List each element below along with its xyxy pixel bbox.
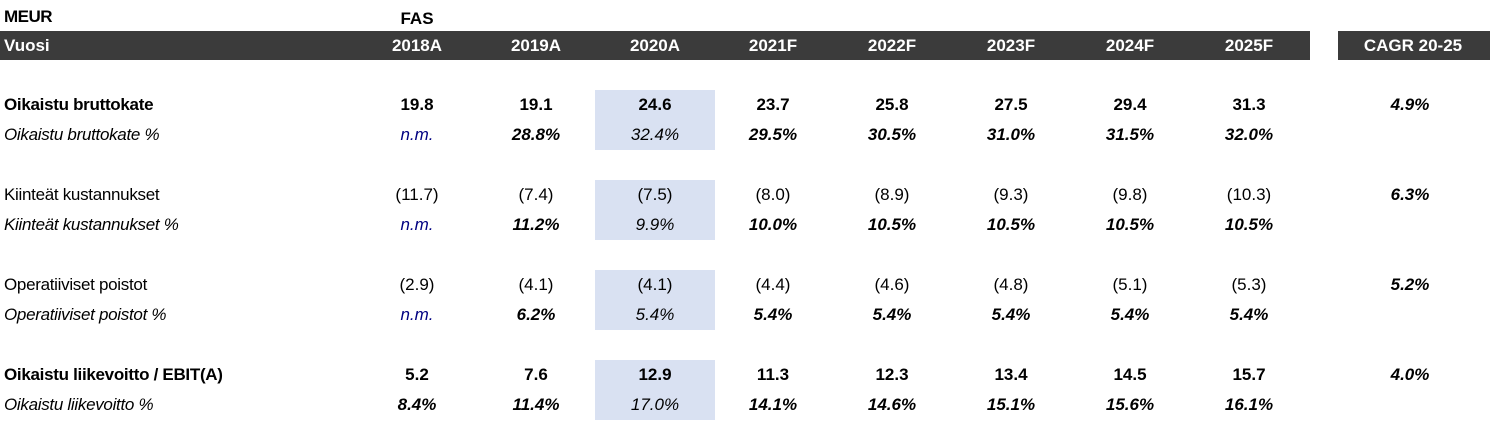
- cell: 5.4%: [753, 305, 793, 324]
- cell: 27.5: [994, 95, 1028, 114]
- cell: (9.3): [993, 185, 1029, 204]
- cagr: 4.0%: [1390, 365, 1430, 384]
- column-header: 2020A: [629, 36, 681, 55]
- cell: 12.9: [638, 365, 672, 384]
- cell: 10.5%: [1105, 215, 1155, 234]
- cell: (4.6): [874, 275, 910, 294]
- cagr-header: CAGR 20-25: [1363, 36, 1463, 55]
- cell: 9.9%: [635, 215, 675, 234]
- cell: 19.1: [519, 95, 553, 114]
- row-label: Operatiiviset poistot %: [4, 305, 167, 324]
- cell: 11.2%: [512, 215, 560, 234]
- cell: 31.0%: [986, 125, 1036, 144]
- cagr: 4.9%: [1390, 95, 1430, 114]
- cell: 11.3: [756, 365, 790, 384]
- cell: (7.4): [518, 185, 554, 204]
- row-label: Oikaistu bruttokate %: [4, 125, 160, 144]
- cell: (10.3): [1226, 185, 1272, 204]
- cell: 5.2: [405, 365, 429, 384]
- cell: 5.4%: [635, 305, 675, 324]
- row-label: Oikaistu liikevoitto / EBIT(A): [4, 365, 223, 384]
- column-header: 2018A: [391, 36, 443, 55]
- column-header: 2022F: [867, 36, 917, 55]
- cell: 25.8: [875, 95, 909, 114]
- cell: 29.5%: [748, 125, 798, 144]
- cell: n.m.: [400, 125, 434, 144]
- cell: n.m.: [400, 305, 434, 324]
- row-label: Kiinteät kustannukset %: [4, 215, 179, 234]
- cell: 12.3: [875, 365, 909, 384]
- cell: 24.6: [638, 95, 672, 114]
- cell: 5.4%: [991, 305, 1031, 324]
- standard: FAS: [400, 9, 434, 28]
- column-header: 2023F: [986, 36, 1036, 55]
- cell: 7.6: [524, 365, 548, 384]
- cell: (7.5): [637, 185, 673, 204]
- highlight: [595, 90, 715, 150]
- highlight: [595, 360, 715, 420]
- cell: 15.6%: [1105, 395, 1155, 414]
- cell: n.m.: [400, 215, 434, 234]
- row-label: Oikaistu liikevoitto %: [4, 395, 154, 414]
- cell: (5.1): [1112, 275, 1148, 294]
- cell: 10.0%: [748, 215, 798, 234]
- highlight: [595, 270, 715, 330]
- header-bar: [0, 31, 1310, 60]
- cell: 10.5%: [986, 215, 1036, 234]
- cell: 13.4: [994, 365, 1028, 384]
- cell: (9.8): [1112, 185, 1148, 204]
- cell: 14.6%: [867, 395, 917, 414]
- cell: 16.1%: [1224, 395, 1274, 414]
- cell: (11.7): [395, 185, 439, 204]
- cell: (2.9): [399, 275, 435, 294]
- cagr: 6.3%: [1390, 185, 1430, 204]
- column-header: 2021F: [748, 36, 798, 55]
- cell: 10.5%: [867, 215, 917, 234]
- column-header: Vuosi: [4, 36, 50, 55]
- cell: 8.4%: [397, 395, 437, 414]
- row-label: Operatiiviset poistot: [4, 275, 147, 294]
- cell: 5.4%: [1110, 305, 1150, 324]
- cell: 19.8: [400, 95, 434, 114]
- cell: 17.0%: [630, 395, 680, 414]
- highlight: [595, 180, 715, 240]
- cell: 14.1%: [748, 395, 798, 414]
- column-header: 2024F: [1105, 36, 1155, 55]
- cell: (5.3): [1231, 275, 1267, 294]
- cell: 10.5%: [1224, 215, 1274, 234]
- row-label: Oikaistu bruttokate: [4, 95, 154, 114]
- cell: (4.4): [755, 275, 791, 294]
- cell: 11.4%: [512, 395, 560, 414]
- cell: 31.3: [1232, 95, 1266, 114]
- cell: 30.5%: [867, 125, 917, 144]
- cell: (4.1): [637, 275, 673, 294]
- cell: (4.8): [993, 275, 1029, 294]
- cell: 15.7: [1232, 365, 1266, 384]
- cell: (4.1): [518, 275, 554, 294]
- column-header: 2025F: [1224, 36, 1274, 55]
- cell: 14.5: [1113, 365, 1147, 384]
- cell: 23.7: [756, 95, 790, 114]
- cagr: 5.2%: [1390, 275, 1430, 294]
- cell: 6.2%: [516, 305, 556, 324]
- cell: 32.4%: [630, 125, 680, 144]
- cell: 31.5%: [1105, 125, 1155, 144]
- cell: 29.4: [1113, 95, 1147, 114]
- cell: 5.4%: [1229, 305, 1269, 324]
- row-label: Kiinteät kustannukset: [4, 185, 160, 204]
- cell: 15.1%: [986, 395, 1036, 414]
- cell: 32.0%: [1224, 125, 1274, 144]
- cell: 28.8%: [511, 125, 561, 144]
- cell: (8.9): [874, 185, 910, 204]
- cell: 5.4%: [872, 305, 912, 324]
- unit: MEUR: [4, 7, 53, 26]
- cell: (8.0): [755, 185, 791, 204]
- column-header: 2019A: [510, 36, 562, 55]
- header-bar: [1338, 31, 1490, 60]
